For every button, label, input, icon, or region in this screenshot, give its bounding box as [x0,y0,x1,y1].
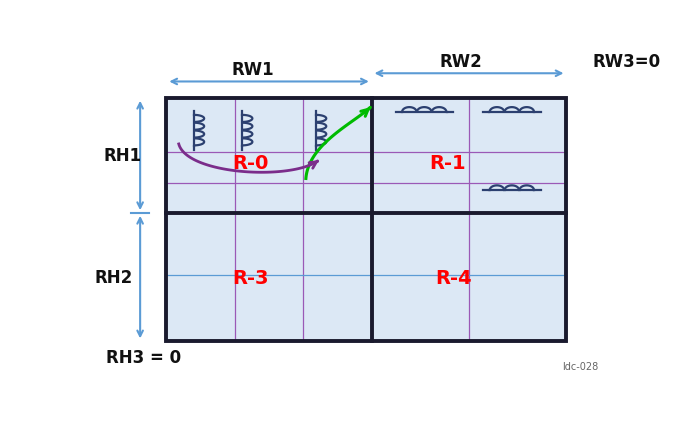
Text: RW2: RW2 [440,53,483,71]
Bar [166,99,371,213]
Text: R-0: R-0 [232,153,269,172]
Text: RW3=0: RW3=0 [593,53,661,71]
Bar [371,213,566,341]
Bar [371,99,566,213]
Text: R-4: R-4 [435,268,471,287]
Text: ldc-028: ldc-028 [562,361,598,371]
Text: RW1: RW1 [232,61,274,79]
Text: R-1: R-1 [430,153,466,172]
Text: RH2: RH2 [94,268,133,286]
Text: RH1: RH1 [104,147,142,165]
Bar [166,99,566,341]
Text: R-3: R-3 [232,268,269,287]
Bar [166,213,371,341]
Text: RH3 = 0: RH3 = 0 [106,348,181,366]
